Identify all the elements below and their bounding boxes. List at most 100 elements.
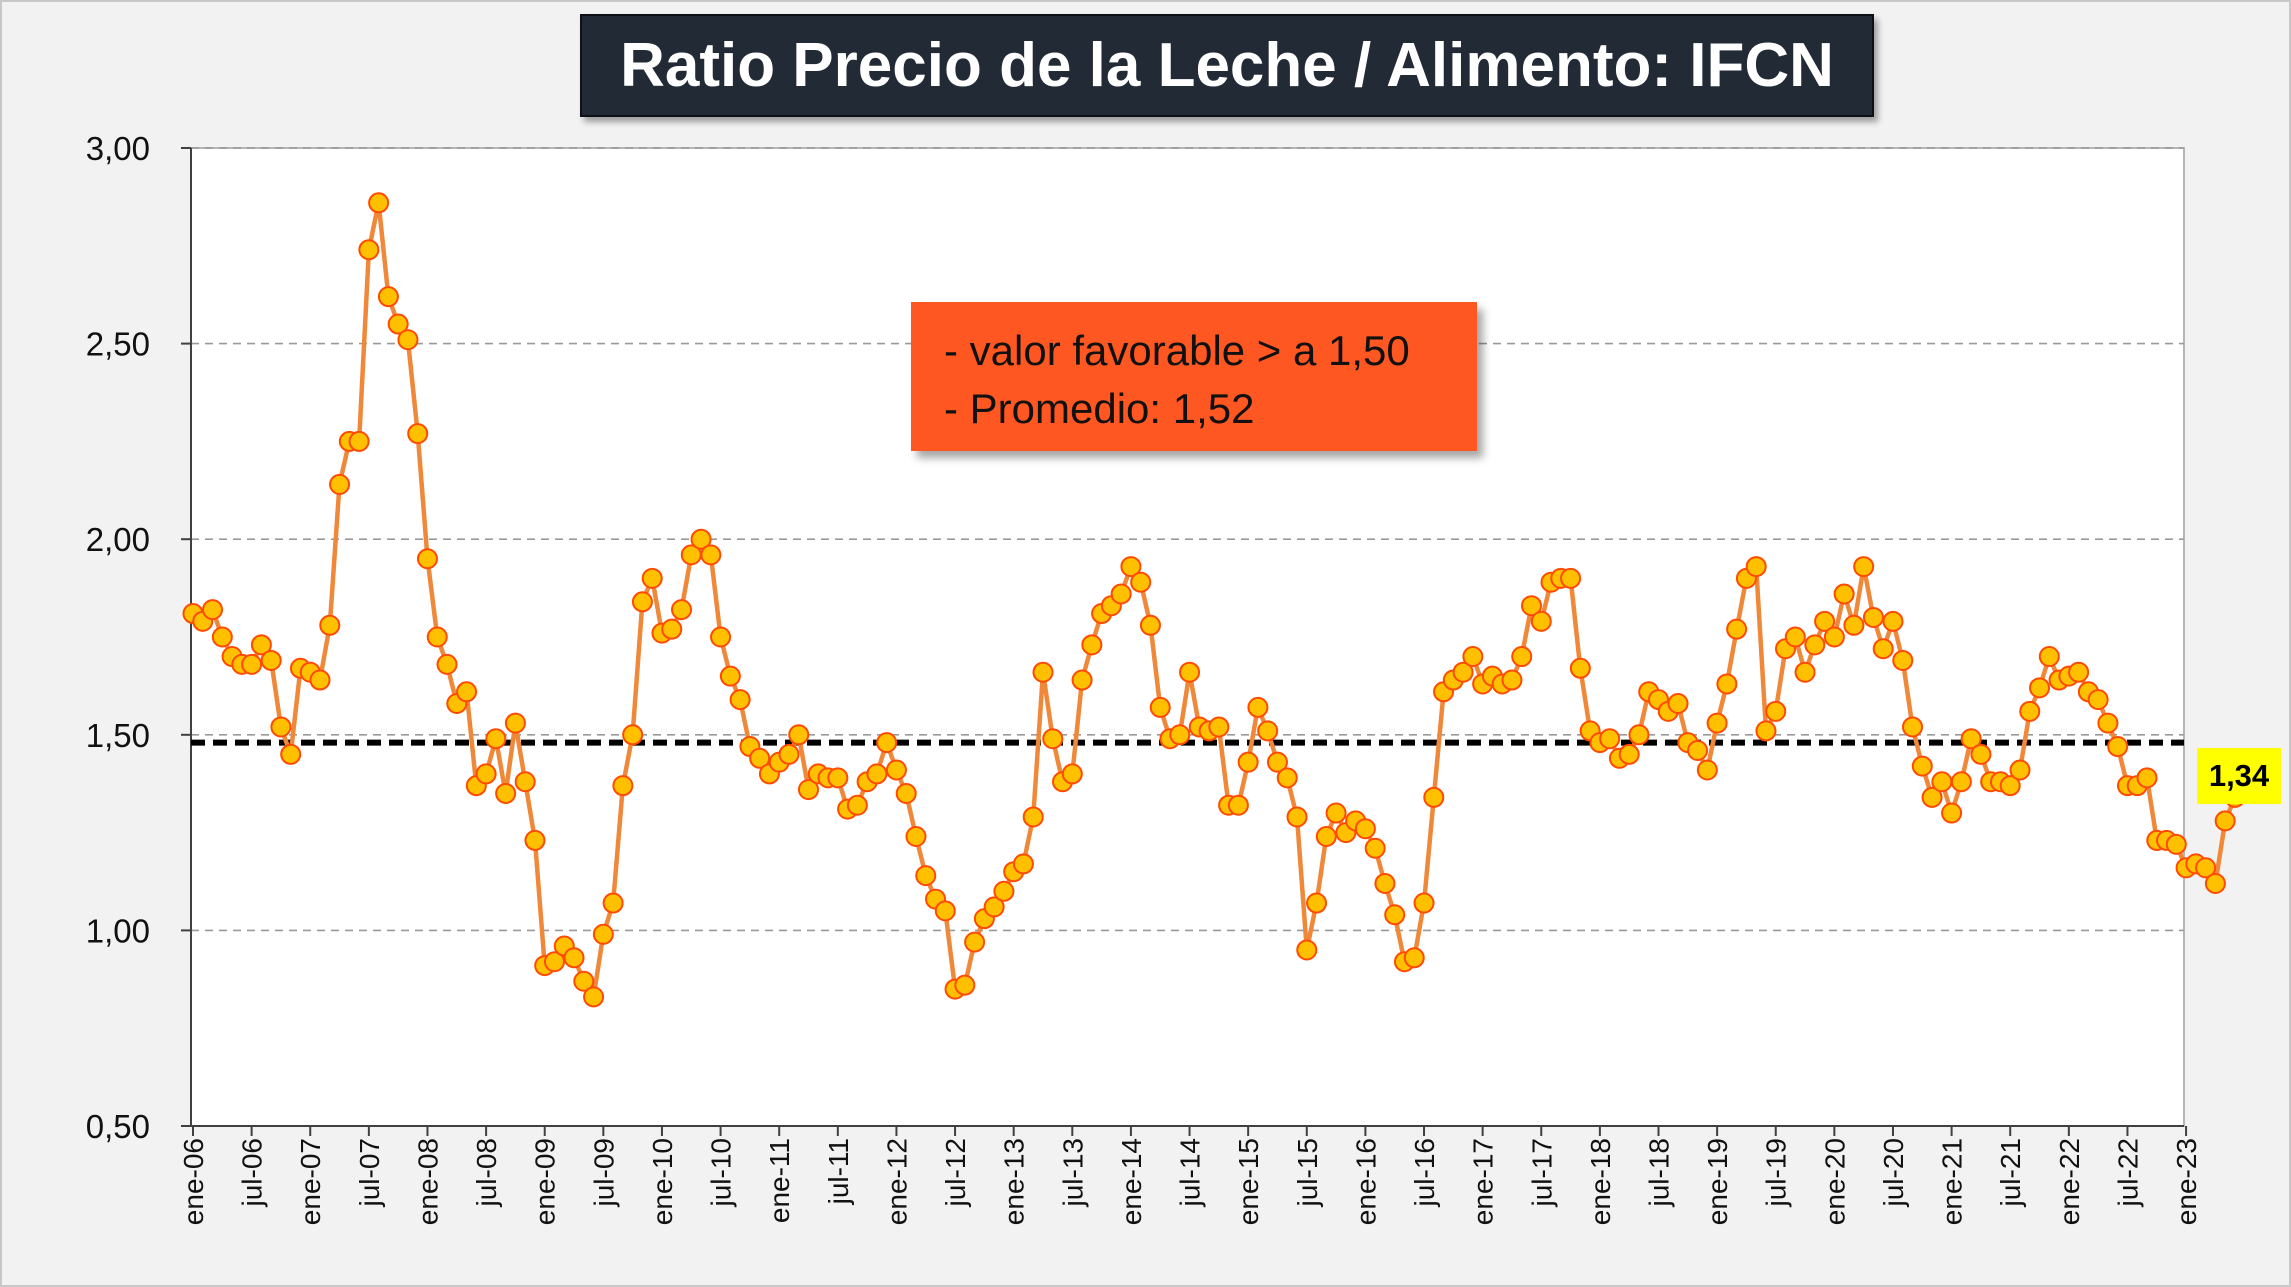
x-tick-label: jul-21 — [1995, 1138, 2026, 1207]
x-tick-label: ene-18 — [1585, 1138, 1616, 1225]
data-point — [426, 626, 448, 648]
data-point — [719, 665, 741, 687]
data-point — [1745, 556, 1767, 578]
x-tick-label: jul-16 — [1409, 1138, 1440, 1207]
x-tick-label: jul-13 — [1057, 1138, 1088, 1207]
data-point — [1325, 802, 1347, 824]
data-point — [934, 900, 956, 922]
data-point — [1687, 739, 1709, 761]
data-point — [788, 724, 810, 746]
data-point — [2029, 677, 2051, 699]
data-point — [710, 626, 732, 648]
data-point — [2165, 833, 2187, 855]
data-point — [1872, 638, 1894, 660]
data-point — [2097, 712, 2119, 734]
data-point — [1999, 775, 2021, 797]
data-point — [1833, 583, 1855, 605]
data-point — [202, 599, 224, 621]
data-point — [602, 892, 624, 914]
data-point — [368, 192, 390, 214]
data-point — [397, 329, 419, 351]
data-point — [700, 544, 722, 566]
x-tick-label: ene-22 — [2054, 1138, 2085, 1225]
data-point — [573, 970, 595, 992]
x-tick-label: jul-09 — [588, 1138, 619, 1207]
x-tick-label: ene-06 — [178, 1138, 209, 1225]
data-point — [241, 653, 263, 675]
x-tick-label: jul-06 — [237, 1138, 268, 1207]
x-axis: ene-06 jul-06 ene-07 jul-07 ene-08 jul-08 ene-… — [178, 1125, 2202, 1225]
x-tick-label: ene-11 — [764, 1138, 795, 1223]
data-point — [1765, 700, 1787, 722]
data-point — [1315, 826, 1337, 848]
data-point — [2136, 767, 2158, 789]
data-point — [1237, 751, 1259, 773]
x-tick-label: ene-07 — [295, 1138, 326, 1225]
data-point — [1950, 771, 1972, 793]
data-point — [778, 743, 800, 765]
x-tick-label: ene-10 — [647, 1138, 678, 1225]
data-point — [2107, 736, 2129, 758]
data-point — [612, 775, 634, 797]
data-point — [1599, 728, 1621, 750]
data-point — [250, 634, 272, 656]
y-axis: 0,50 1,00 1,50 2,00 2,50 3,00 — [86, 130, 192, 1145]
x-tick-label: jul-12 — [940, 1138, 971, 1207]
data-point — [1286, 806, 1308, 828]
data-point — [2068, 661, 2090, 683]
data-point — [866, 763, 888, 785]
data-point — [1364, 837, 1386, 859]
data-point — [2087, 689, 2109, 711]
data-point — [1462, 646, 1484, 668]
data-point — [1501, 669, 1523, 691]
x-tick-label: jul-11 — [823, 1138, 854, 1205]
data-point — [1022, 806, 1044, 828]
data-point — [1452, 661, 1474, 683]
x-tick-label: ene-17 — [1468, 1138, 1499, 1225]
data-point — [456, 681, 478, 703]
data-point — [1374, 872, 1396, 894]
data-point — [671, 599, 692, 621]
x-tick-label: jul-15 — [1292, 1138, 1323, 1207]
data-point — [2009, 759, 2031, 781]
note-box: - valor favorable > a 1,50 - Promedio: 1… — [911, 302, 1477, 451]
data-point — [1726, 618, 1748, 640]
data-point — [798, 779, 820, 801]
data-point — [1169, 724, 1191, 746]
data-point — [993, 880, 1015, 902]
data-point — [1784, 626, 1806, 648]
data-point — [2195, 857, 2217, 879]
note-line-average: - Promedio: 1,52 — [944, 385, 1255, 432]
x-tick-label: ene-21 — [1937, 1138, 1968, 1225]
data-point — [592, 923, 614, 945]
data-point — [1032, 661, 1054, 683]
data-point — [524, 829, 546, 851]
data-point — [1667, 693, 1689, 715]
x-tick-label: jul-10 — [706, 1138, 737, 1207]
x-tick-label: jul-08 — [471, 1138, 502, 1207]
data-point — [514, 771, 536, 793]
data-point — [1276, 767, 1298, 789]
data-point — [1130, 571, 1152, 593]
data-point — [1911, 755, 1933, 777]
x-tick-label: ene-19 — [1702, 1138, 1733, 1225]
data-point — [1814, 610, 1836, 632]
data-point — [416, 548, 438, 570]
data-point — [846, 794, 868, 816]
data-point — [1120, 556, 1142, 578]
y-tick-label: 3,00 — [86, 130, 150, 167]
x-tick-label: jul-18 — [1644, 1138, 1675, 1207]
data-point — [436, 653, 458, 675]
data-point — [631, 591, 653, 613]
data-point — [1354, 818, 1376, 840]
data-point — [1853, 556, 1875, 578]
x-tick-label: ene-13 — [999, 1138, 1030, 1225]
data-point — [1706, 712, 1728, 734]
data-point — [1306, 892, 1328, 914]
data-point — [729, 689, 751, 711]
data-point — [1931, 771, 1953, 793]
data-point — [1892, 649, 1914, 671]
data-point — [1208, 716, 1230, 738]
x-tick-label: ene-16 — [1350, 1138, 1381, 1225]
data-point — [485, 728, 507, 750]
